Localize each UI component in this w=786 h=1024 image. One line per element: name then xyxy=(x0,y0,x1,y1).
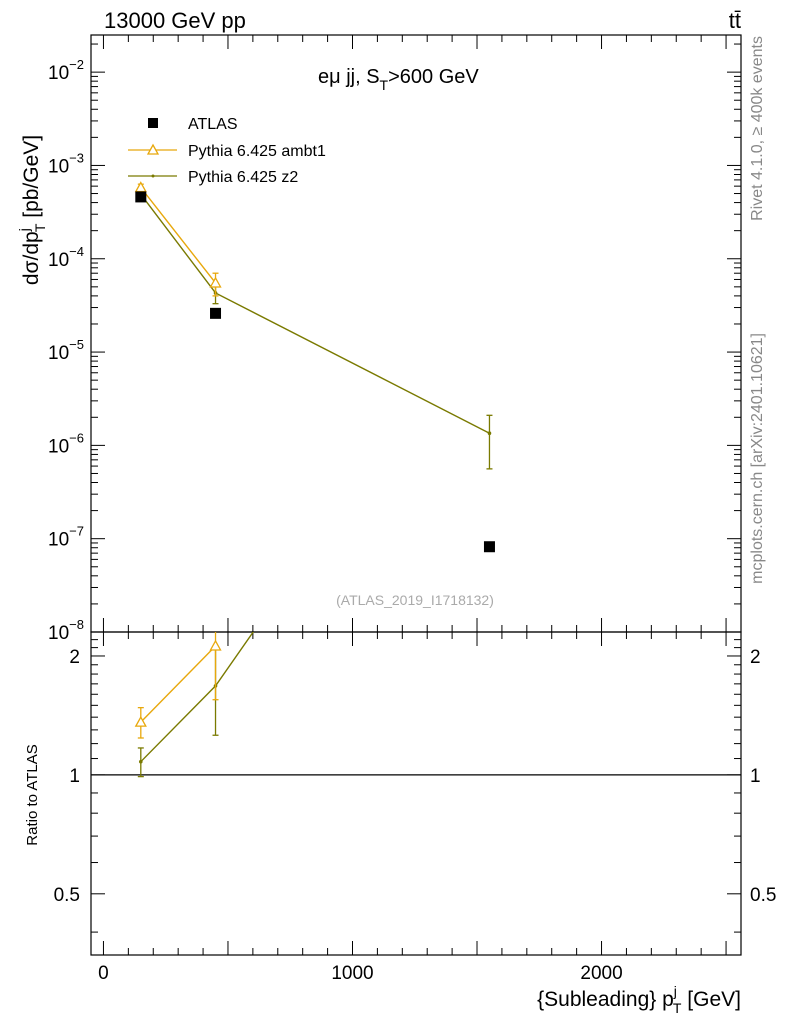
main-y-tick-label-exp: −7 xyxy=(69,524,84,539)
main-atlas-point xyxy=(210,307,222,319)
ratio-y-tick-label-right: 1 xyxy=(750,766,761,787)
main-y-tick-label-exp: −5 xyxy=(69,337,84,352)
legend: ATLAS Pythia 6.425 ambt1 Pythia 6.425 z2 xyxy=(128,116,326,186)
main-y-tick-label: 10−3 xyxy=(48,150,84,177)
main-y-tick-label-base: 10 xyxy=(48,530,69,551)
main-y-tick-label: 10−4 xyxy=(48,244,84,271)
main-data-layer xyxy=(134,181,495,553)
main-y-label-tail: [pb/GeV] xyxy=(20,135,43,224)
header-process-label: tt̄ xyxy=(729,8,741,33)
rivet-version-label: Rivet 4.1.0, ≥ 400k events xyxy=(749,36,766,221)
main-panel: 10−810−710−610−510−410−310−2 eμ jj, ST>6… xyxy=(16,34,742,644)
ratio-z2-point xyxy=(139,759,143,764)
legend-entry-ambt1: Pythia 6.425 ambt1 xyxy=(128,143,326,160)
legend-entry-z2: Pythia 6.425 z2 xyxy=(128,169,298,186)
main-y-tick-label-exp: −3 xyxy=(69,150,84,165)
main-z2-line xyxy=(140,193,490,434)
ratio-x-ticks: 0 1000 2000 xyxy=(98,632,727,984)
main-ambt1-point xyxy=(209,276,222,288)
x-tick-label: 0 xyxy=(98,963,109,984)
main-y-label-main: dσ/dp xyxy=(20,231,43,285)
ratio-panel: 0.5 0.5 1 1 2 2 0 1000 2000 Ratio to ATLAS {Sub… xyxy=(24,292,776,1016)
legend-z2-label: Pythia 6.425 z2 xyxy=(188,169,298,186)
main-y-tick-label-exp: −4 xyxy=(69,244,84,259)
ratio-ambt1-point xyxy=(209,639,222,651)
main-y-label-sup: j xyxy=(16,228,32,232)
ratio-y-tick-label-left: 1 xyxy=(69,766,80,787)
main-y-tick-label-exp: −6 xyxy=(69,430,84,445)
main-y-ticks: 10−810−710−610−510−410−310−2 xyxy=(48,43,741,644)
main-y-tick-label: 10−5 xyxy=(48,337,84,364)
ratio-y-tick-label-right: 2 xyxy=(750,647,761,668)
main-atlas-point xyxy=(135,191,147,203)
plot-title-sub: T xyxy=(380,77,389,93)
legend-entry-atlas: ATLAS xyxy=(148,116,238,133)
ratio-y-tick-label-right: 0.5 xyxy=(750,885,776,906)
plot-title-tail: >600 GeV xyxy=(388,66,479,88)
main-y-label-sub: T xyxy=(32,223,48,232)
x-label-sup: j xyxy=(673,983,677,999)
main-y-axis-label: dσ/dpjT [pb/GeV] xyxy=(16,135,48,285)
plot-title-main: eμ jj, S xyxy=(318,66,380,88)
main-y-tick-label-base: 10 xyxy=(48,343,69,364)
main-ambt1-point xyxy=(134,181,147,193)
main-y-tick-label: 10−6 xyxy=(48,430,84,457)
ratio-y-axis-label: Ratio to ATLAS xyxy=(24,744,41,845)
plot-title: eμ jj, ST>600 GeV xyxy=(318,66,479,93)
ratio-z2-point xyxy=(488,292,492,296)
ratio-ambt1-line xyxy=(140,645,217,723)
main-y-tick-label: 10−8 xyxy=(48,617,84,644)
x-label-sub: T xyxy=(673,1000,682,1016)
legend-atlas-label: ATLAS xyxy=(188,116,238,133)
main-y-tick-label-base: 10 xyxy=(48,250,69,271)
ratio-y-tick-label-left: 0.5 xyxy=(54,885,80,906)
legend-atlas-marker xyxy=(148,118,158,128)
legend-ambt1-label: Pythia 6.425 ambt1 xyxy=(188,143,326,160)
main-x-ticks xyxy=(102,35,727,632)
main-y-tick-label-base: 10 xyxy=(48,623,69,644)
ratio-y-ticks: 0.5 0.5 1 1 2 2 xyxy=(54,639,776,933)
x-label-tail: [GeV] xyxy=(681,988,741,1011)
ratio-ambt1-point xyxy=(134,715,147,727)
main-ambt1-line xyxy=(140,187,217,284)
main-y-tick-label-exp: −2 xyxy=(69,57,84,72)
ratio-z2-line xyxy=(140,632,255,763)
legend-z2-marker xyxy=(151,174,155,178)
x-tick-label: 2000 xyxy=(580,963,622,984)
ratio-data-layer xyxy=(134,292,492,778)
x-tick-label: 1000 xyxy=(331,963,373,984)
analysis-watermark: (ATLAS_2019_I1718132) xyxy=(336,592,494,608)
legend-ambt1-marker xyxy=(146,143,160,155)
x-axis-label: {Subleading} pj T [GeV] xyxy=(537,983,741,1016)
x-label-main: {Subleading} p xyxy=(537,988,674,1011)
main-y-tick-label: 10−2 xyxy=(48,57,84,84)
main-atlas-point xyxy=(483,541,495,553)
main-z2-point xyxy=(487,431,492,436)
ratio-y-tick-label-left: 2 xyxy=(69,647,80,668)
main-y-tick-label-exp: −8 xyxy=(69,617,84,632)
main-y-tick-label-base: 10 xyxy=(48,63,69,84)
main-y-tick-label: 10−7 xyxy=(48,524,84,551)
main-y-tick-label-base: 10 xyxy=(48,156,69,177)
mcplots-label: mcplots.cern.ch [arXiv:2401.10621] xyxy=(749,333,766,584)
ratio-plot-frame xyxy=(90,631,742,956)
header-collision-label: 13000 GeV pp xyxy=(104,8,246,33)
main-y-tick-label-base: 10 xyxy=(48,436,69,457)
